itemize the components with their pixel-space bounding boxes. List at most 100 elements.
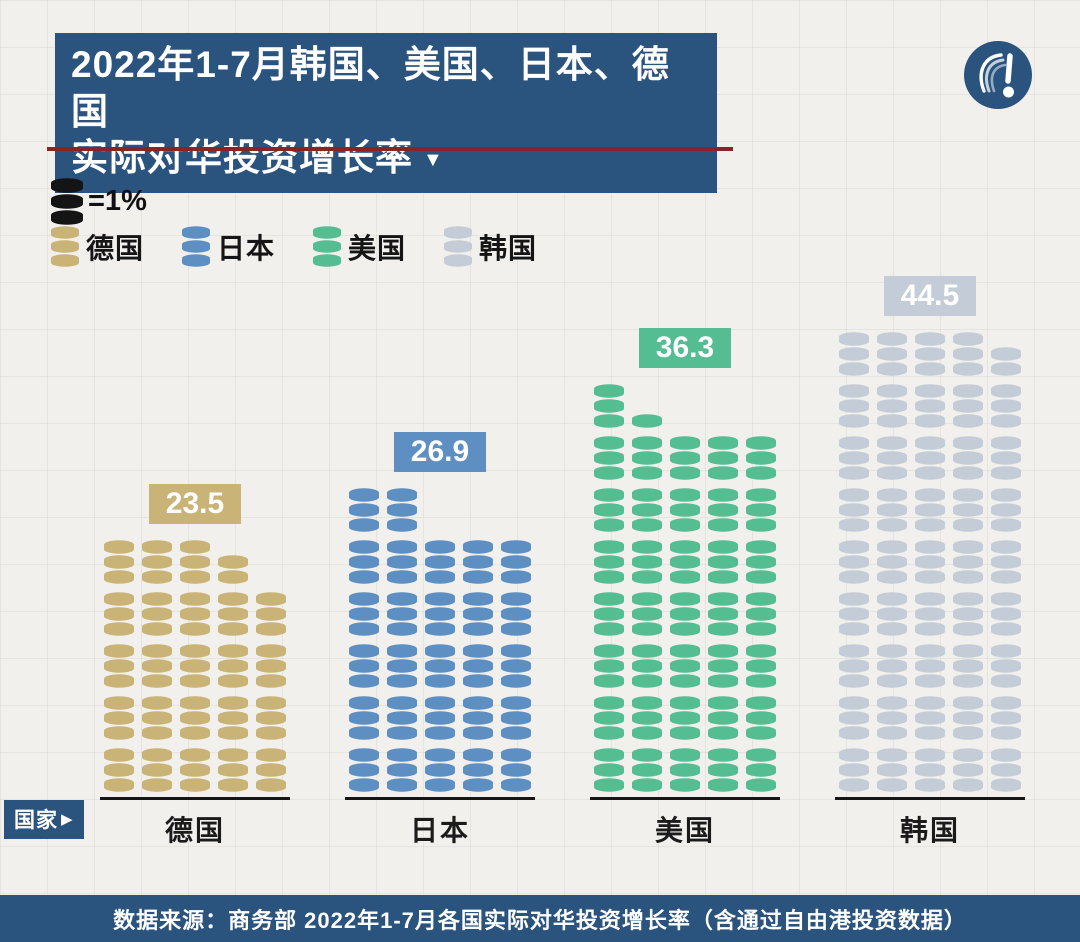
coin-disk (915, 607, 945, 621)
coin-disk (180, 555, 210, 569)
coin-disk (746, 748, 776, 762)
coin-disk (142, 592, 172, 606)
coin-stack (103, 696, 135, 740)
coin-disk (501, 592, 531, 606)
coin-row (348, 748, 532, 792)
legend-label: 韩国 (479, 232, 538, 264)
coin-row (838, 696, 1022, 740)
coin-disk (256, 711, 286, 725)
coin-disk (839, 436, 869, 450)
coin-disk (746, 570, 776, 584)
value-badge-germany: 23.5 (149, 484, 241, 524)
coin-stack (179, 696, 211, 740)
coin-disk (632, 644, 662, 658)
coin-disk (708, 622, 738, 636)
coin-stack (838, 488, 870, 532)
coin-stack (707, 436, 739, 480)
coin-stack (181, 226, 211, 267)
coin-disk (915, 436, 945, 450)
coin-stack (876, 540, 908, 584)
coin-stack (103, 592, 135, 636)
coin-disk (991, 622, 1021, 636)
coin-stack (348, 644, 380, 688)
coin-stack (50, 178, 84, 225)
coin-disk (839, 763, 869, 777)
coin-disk (632, 488, 662, 502)
category-label-korea: 韩国 (899, 815, 960, 846)
coin-row (838, 644, 1022, 688)
coin-disk (51, 240, 79, 253)
coin-disk (708, 592, 738, 606)
coin-disk (708, 659, 738, 673)
title-line-2-wrap: 实际对华投资增长率 ▼ (71, 135, 699, 182)
coin-disk (104, 570, 134, 584)
coin-disk (670, 592, 700, 606)
coin-disk (877, 778, 907, 792)
coin-disk (839, 711, 869, 725)
coin-stack-icon (50, 226, 80, 267)
coin-stack (179, 540, 211, 584)
coin-disk (670, 711, 700, 725)
coin-disk (501, 748, 531, 762)
coin-grid-japan (348, 488, 532, 792)
coin-disk (501, 570, 531, 584)
coin-stack (462, 592, 494, 636)
coin-stack (952, 436, 984, 480)
coin-disk (425, 622, 455, 636)
coin-disk (991, 347, 1021, 361)
coin-disk (387, 711, 417, 725)
legend-unit: =1% (50, 178, 147, 225)
coin-disk (991, 763, 1021, 777)
coin-stack (631, 540, 663, 584)
coin-disk (915, 644, 945, 658)
coin-disk (594, 696, 624, 710)
legend-item-japan: 日本 (181, 226, 275, 267)
coin-disk (218, 711, 248, 725)
coin-stack (952, 748, 984, 792)
coin-row (593, 540, 777, 584)
coin-stack (593, 748, 625, 792)
coin-disk (594, 607, 624, 621)
coin-disk (218, 592, 248, 606)
coin-stack (424, 592, 456, 636)
coin-stack (217, 644, 249, 688)
coin-disk (632, 622, 662, 636)
coin-disk (953, 592, 983, 606)
coin-disk (425, 607, 455, 621)
coin-stack (500, 748, 532, 792)
coin-disk (915, 362, 945, 376)
coin-stack (745, 540, 777, 584)
coin-disk (349, 711, 379, 725)
legend-label: 美国 (348, 232, 407, 264)
coin-disk (594, 503, 624, 517)
coin-disk (104, 555, 134, 569)
coin-disk (463, 778, 493, 792)
coin-stack (348, 696, 380, 740)
coin-stack (255, 748, 287, 792)
coin-stack (952, 540, 984, 584)
coin-stack (631, 488, 663, 532)
title-underline (47, 147, 733, 151)
coin-disk (594, 384, 624, 398)
coin-disk (632, 414, 662, 428)
coin-disk (463, 607, 493, 621)
coin-disk (425, 592, 455, 606)
coin-disk (877, 674, 907, 688)
coin-disk (877, 414, 907, 428)
coin-disk (915, 696, 945, 710)
coin-disk (501, 778, 531, 792)
coin-disk (877, 347, 907, 361)
coin-disk (594, 414, 624, 428)
coin-disk (670, 696, 700, 710)
coin-disk (349, 778, 379, 792)
coin-disk (142, 778, 172, 792)
coin-stack (348, 748, 380, 792)
coin-disk (256, 778, 286, 792)
coin-stack (141, 644, 173, 688)
title-down-arrow-icon: ▼ (423, 149, 444, 172)
coin-disk (142, 763, 172, 777)
coin-disk (463, 540, 493, 554)
coin-disk (877, 592, 907, 606)
coin-disk (256, 592, 286, 606)
coin-disk (501, 696, 531, 710)
